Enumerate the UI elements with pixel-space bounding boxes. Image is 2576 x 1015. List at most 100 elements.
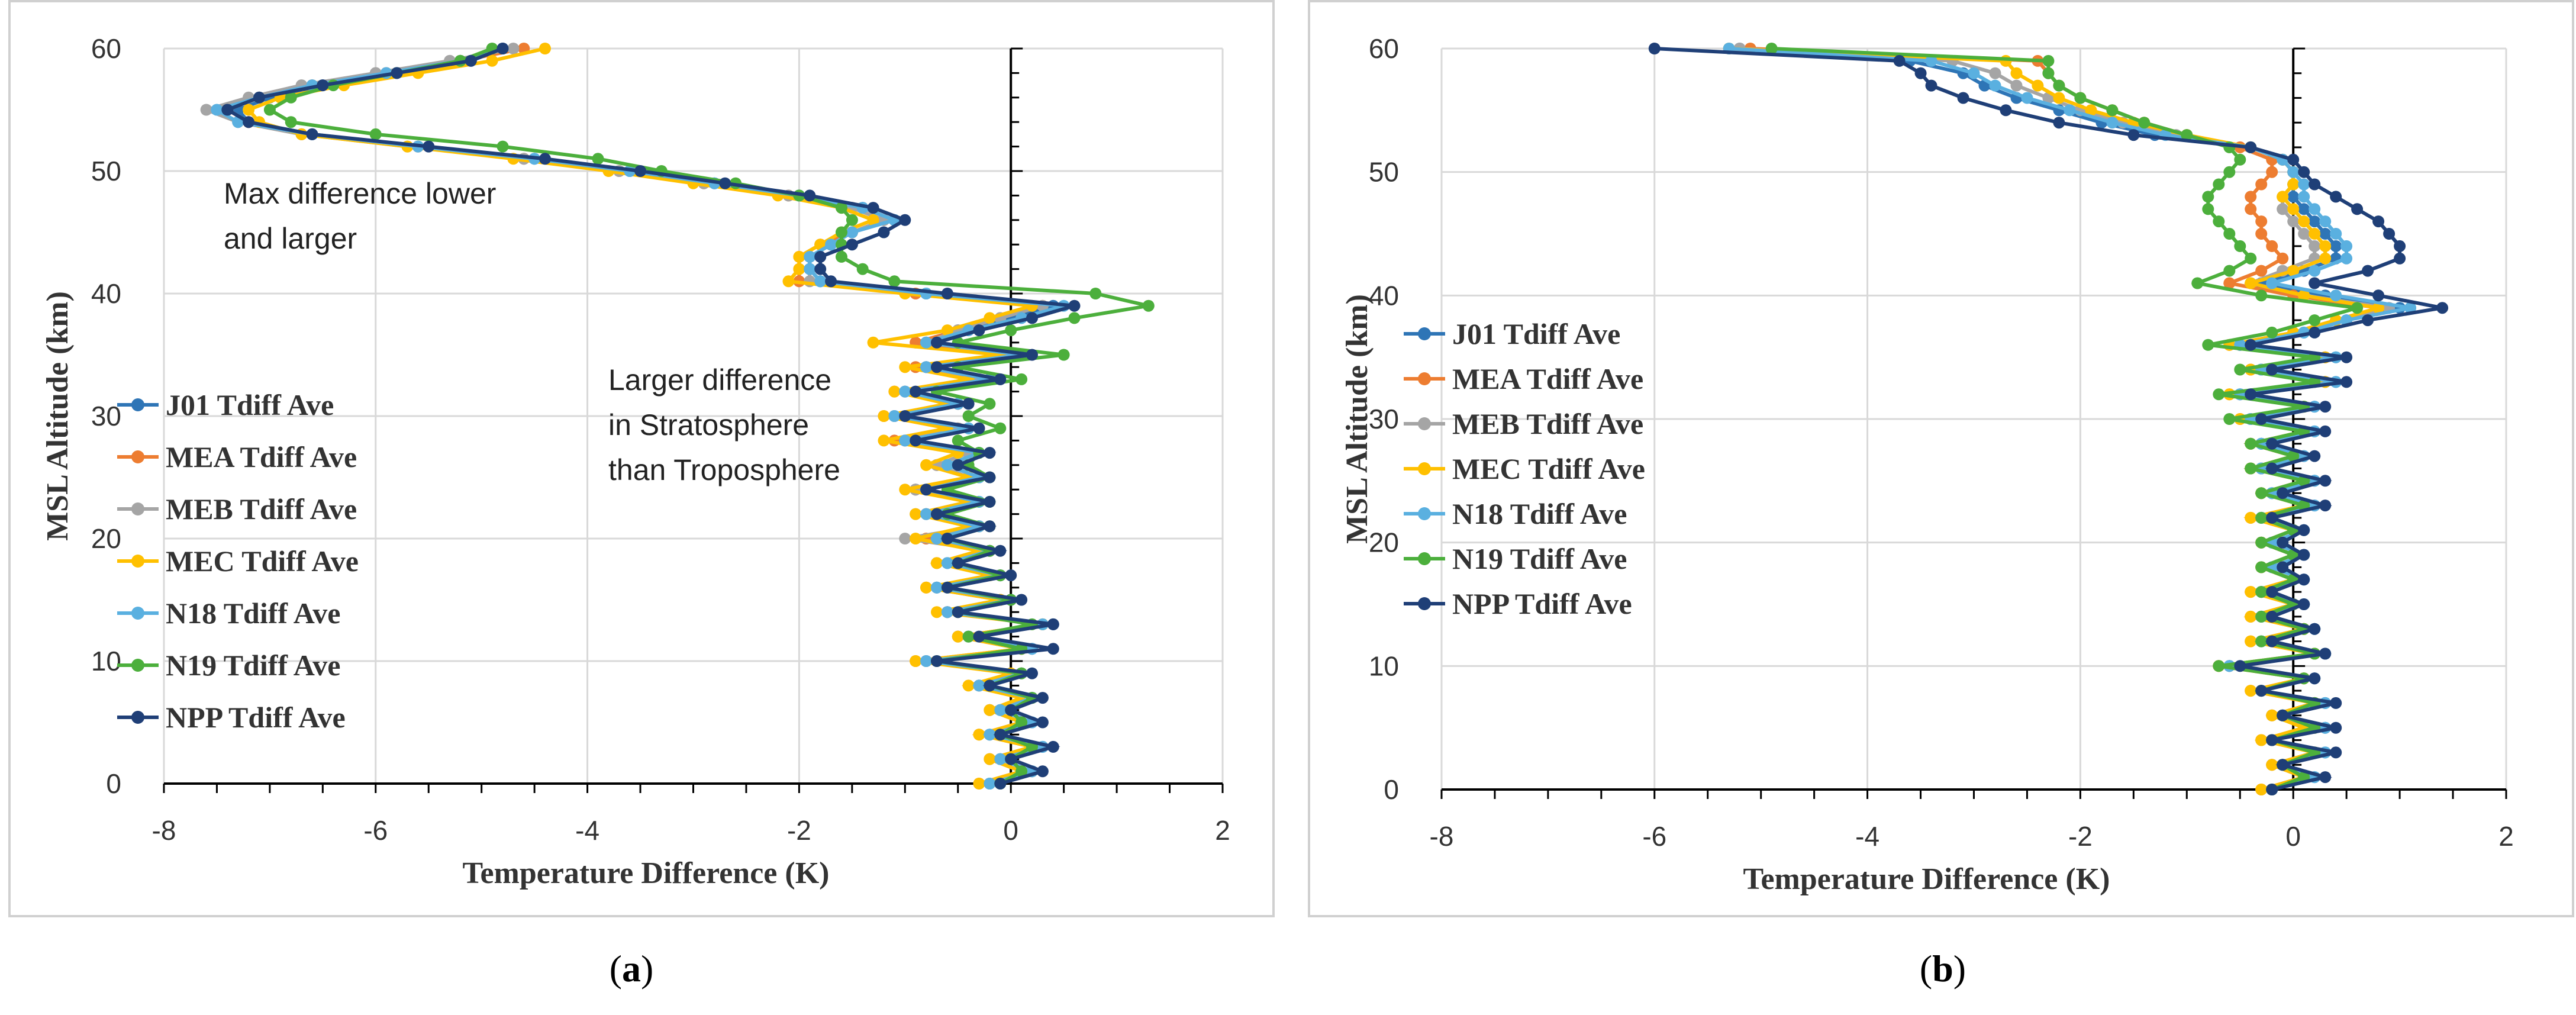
data-point	[2255, 536, 2268, 549]
caption-b-letter: b	[1932, 948, 1953, 990]
data-point	[423, 140, 435, 153]
data-point	[2255, 413, 2268, 425]
annotation: Max difference lower and larger	[224, 177, 496, 255]
data-point	[910, 508, 922, 520]
data-point	[2085, 104, 2097, 117]
data-point	[1765, 43, 1778, 54]
data-point	[952, 606, 964, 618]
data-point	[2309, 623, 2321, 635]
data-point	[2266, 363, 2278, 376]
data-point	[931, 336, 943, 349]
data-point	[931, 581, 943, 594]
data-point	[2191, 277, 2204, 289]
data-point	[2032, 79, 2044, 92]
caption-a-letter: a	[622, 948, 641, 990]
caption-b: (b)	[1919, 948, 1966, 990]
data-point	[984, 398, 996, 410]
data-point	[2319, 647, 2332, 660]
data-point	[2340, 252, 2353, 265]
data-point	[1036, 765, 1049, 778]
data-point	[984, 679, 996, 692]
data-point	[2277, 561, 2289, 573]
data-point	[888, 275, 901, 288]
legend-swatch-marker	[1418, 462, 1431, 475]
data-point	[2042, 54, 2055, 67]
data-point	[2234, 363, 2246, 376]
data-point	[465, 54, 477, 67]
data-point	[888, 410, 901, 422]
data-point	[1005, 324, 1017, 337]
data-point	[719, 177, 731, 189]
series-npp	[1648, 43, 2449, 795]
legend-swatch-marker	[131, 607, 144, 620]
x-axis-title: Temperature Difference (K)	[1743, 862, 2110, 896]
legend-swatch-marker	[131, 555, 144, 568]
data-point	[793, 263, 805, 275]
data-point	[2287, 153, 2300, 166]
legend-swatch-marker	[1418, 417, 1431, 430]
legend-label: MEB Tdiff Ave	[1452, 407, 1643, 440]
data-point	[973, 679, 985, 692]
data-point	[846, 226, 858, 239]
data-point	[1005, 569, 1017, 582]
data-point	[941, 581, 953, 594]
data-point	[952, 630, 964, 643]
data-point	[931, 533, 943, 544]
y-tick-label: 10	[1369, 650, 1399, 681]
data-point	[994, 544, 1007, 557]
data-point	[962, 398, 975, 410]
data-point	[2255, 289, 2268, 302]
data-point	[2436, 302, 2449, 314]
data-point	[2287, 215, 2300, 228]
legend-swatch-marker	[1418, 552, 1431, 565]
data-point	[1036, 716, 1049, 729]
data-point	[2319, 215, 2332, 228]
data-point	[634, 165, 647, 177]
x-tick-label: -8	[1430, 821, 1454, 852]
data-point	[2053, 79, 2065, 92]
data-point	[2330, 289, 2342, 302]
data-point	[2266, 240, 2278, 252]
data-point	[2266, 511, 2278, 524]
legend-label: N19 Tdiff Ave	[1452, 542, 1627, 575]
data-point	[931, 606, 943, 618]
data-point	[2298, 549, 2310, 561]
data-point	[994, 704, 1007, 716]
data-point	[2277, 709, 2289, 721]
y-tick-label: 20	[91, 523, 121, 554]
data-point	[984, 729, 996, 741]
data-point	[317, 79, 329, 92]
x-tick-label: 0	[1003, 815, 1018, 846]
data-point	[1068, 312, 1081, 324]
data-point	[2330, 228, 2342, 240]
data-point	[2255, 784, 2268, 795]
data-point	[2213, 388, 2225, 401]
data-point	[496, 140, 509, 153]
data-point	[2266, 437, 2278, 450]
data-point	[1648, 43, 1661, 54]
data-point	[2340, 376, 2353, 388]
data-point	[2245, 437, 2257, 450]
data-point	[2351, 203, 2364, 215]
data-point	[973, 778, 985, 790]
data-point	[2287, 191, 2300, 203]
x-tick-label: 2	[1215, 815, 1230, 846]
data-point	[984, 704, 996, 716]
data-point	[899, 484, 911, 496]
data-point	[2234, 660, 2246, 672]
data-point	[2298, 524, 2310, 536]
data-point	[2255, 487, 2268, 500]
y-tick-label: 60	[91, 33, 121, 64]
data-point	[2255, 685, 2268, 697]
data-point	[2309, 314, 2321, 327]
data-point	[2266, 462, 2278, 475]
data-point	[2298, 598, 2310, 610]
y-axis-title: MSL Altitude (km)	[41, 291, 75, 541]
data-point	[2351, 302, 2364, 314]
legend: J01 Tdiff Ave MEA Tdiff Ave MEB Tdiff Ave M…	[1404, 317, 1645, 620]
data-point	[1957, 92, 1969, 104]
data-point	[2245, 685, 2257, 697]
y-tick-label: 0	[1384, 774, 1399, 805]
data-point	[2245, 610, 2257, 623]
data-point	[1893, 54, 1906, 67]
